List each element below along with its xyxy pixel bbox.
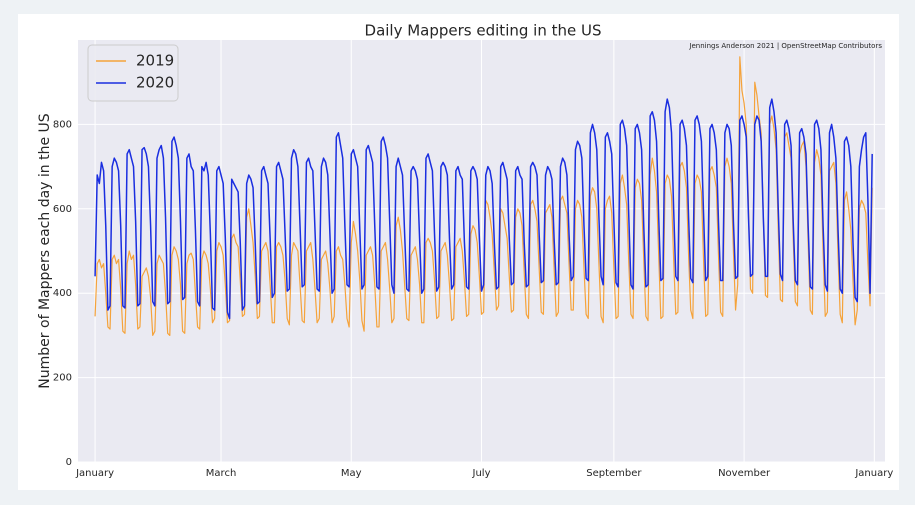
chart-title: Daily Mappers editing in the US xyxy=(365,22,602,40)
line-series xyxy=(94,56,873,336)
legend: 2019 2020 xyxy=(87,44,179,102)
legend-label: 2019 xyxy=(136,52,174,70)
x-tick-label: May xyxy=(341,468,362,479)
y-tick-label: 800 xyxy=(53,119,72,130)
x-tick-label: November xyxy=(718,468,771,479)
x-tick-label: March xyxy=(206,468,236,479)
x-tick-label: September xyxy=(586,468,642,479)
x-tick-label: January xyxy=(75,468,114,479)
line-series xyxy=(94,98,873,320)
y-tick-label: 600 xyxy=(53,204,72,215)
lines xyxy=(94,56,873,336)
x-tick-label: July xyxy=(472,468,491,479)
y-tick-label: 400 xyxy=(53,288,72,299)
legend-box xyxy=(87,44,179,102)
y-tick-label: 200 xyxy=(53,373,72,384)
annotation: Jennings Anderson 2021 | OpenStreetMap C… xyxy=(688,42,882,50)
x-tick-label: January xyxy=(854,468,893,479)
legend-label: 2020 xyxy=(136,74,174,92)
y-axis-label: Number of Mappers each day in the US xyxy=(37,113,53,388)
y-tick-label: 0 xyxy=(66,457,72,468)
